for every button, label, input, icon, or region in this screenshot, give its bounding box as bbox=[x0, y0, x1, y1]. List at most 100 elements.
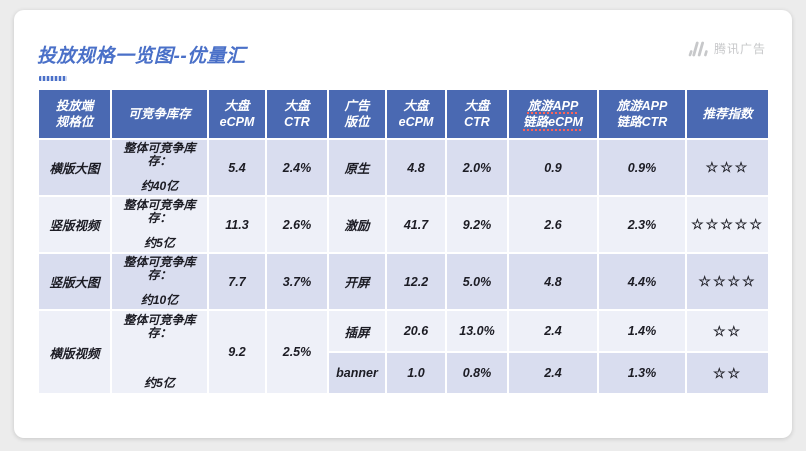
col-header-overall-ecpm: 大盘 eCPM bbox=[209, 90, 265, 138]
cell-placement-ctr: 5.0% bbox=[447, 254, 507, 309]
header-line: eCPM bbox=[219, 115, 255, 129]
cell-placement-ctr: 0.8% bbox=[447, 353, 507, 393]
star-rating: ☆☆☆☆ bbox=[698, 273, 757, 289]
cell-placement: 激励 bbox=[329, 197, 385, 252]
cell-travel-ecpm: 2.6 bbox=[509, 197, 597, 252]
cell-placement-ctr: 9.2% bbox=[447, 197, 507, 252]
cell-spec: 横版大图 bbox=[39, 140, 110, 195]
header-line: 大盘 bbox=[224, 98, 250, 113]
header-line: 链路eCPM bbox=[523, 115, 583, 129]
header-line: 广告 bbox=[344, 98, 370, 113]
cell-placement: 插屏 bbox=[329, 311, 385, 351]
inventory-lines: 整体可竞争库存： 约5亿 bbox=[112, 312, 207, 391]
slide-card: 投放规格一览图--优量汇 腾讯广告 投放端 规格位 可竞争库存 bbox=[14, 10, 792, 438]
cell-travel-ecpm: 0.9 bbox=[509, 140, 597, 195]
header-line: 大盘 bbox=[284, 98, 310, 113]
header-line: CTR bbox=[464, 115, 490, 129]
cell-travel-ctr: 0.9% bbox=[599, 140, 685, 195]
inventory-line-1: 整体可竞争库存： bbox=[123, 254, 196, 282]
header-line: 推荐指数 bbox=[702, 106, 753, 121]
cell-rating: ☆☆☆☆☆ bbox=[687, 197, 768, 252]
header-line: 规格位 bbox=[55, 115, 94, 129]
cell-inventory: 整体可竞争库存： 约5亿 bbox=[112, 311, 207, 393]
cell-ecpm: 5.4 bbox=[209, 140, 265, 195]
header-line: 可竞争库存 bbox=[128, 106, 191, 121]
cell-travel-ctr: 1.4% bbox=[599, 311, 685, 351]
title-underline-decor bbox=[39, 76, 67, 81]
cell-ctr: 2.5% bbox=[267, 311, 327, 393]
cell-placement-ecpm: 4.8 bbox=[387, 140, 445, 195]
cell-rating: ☆☆☆☆ bbox=[687, 254, 768, 309]
cell-placement: 原生 bbox=[329, 140, 385, 195]
header-line: 旅游APP bbox=[527, 98, 579, 113]
brand-text: 腾讯广告 bbox=[713, 42, 766, 56]
inventory-line-1: 整体可竞争库存： bbox=[123, 140, 196, 168]
header-line: 大盘 bbox=[403, 98, 429, 113]
page-title: 投放规格一览图--优量汇 bbox=[37, 46, 246, 67]
inventory-line-2: 约10亿 bbox=[140, 293, 179, 308]
cell-travel-ecpm: 4.8 bbox=[509, 254, 597, 309]
inventory-line-2: 约5亿 bbox=[144, 236, 175, 251]
table-row: 竖版视频 整体可竞争库存： 约5亿 11.3 2.6% 激励 41.7 9.2%… bbox=[39, 197, 768, 252]
col-header-placement: 广告 版位 bbox=[329, 90, 385, 138]
cell-travel-ecpm: 2.4 bbox=[509, 311, 597, 351]
cell-travel-ecpm: 2.4 bbox=[509, 353, 597, 393]
col-header-inventory: 可竞争库存 bbox=[112, 90, 207, 138]
header-line: eCPM bbox=[398, 115, 434, 129]
cell-ecpm: 11.3 bbox=[209, 197, 265, 252]
cell-ecpm: 7.7 bbox=[209, 254, 265, 309]
cell-rating: ☆☆ bbox=[687, 311, 768, 351]
cell-travel-ctr: 4.4% bbox=[599, 254, 685, 309]
cell-spec: 竖版大图 bbox=[39, 254, 110, 309]
cell-placement-ecpm: 12.2 bbox=[387, 254, 445, 309]
cell-spec: 竖版视频 bbox=[39, 197, 110, 252]
col-header-travel-ecpm: 旅游APP 链路eCPM bbox=[509, 90, 597, 138]
cell-travel-ctr: 1.3% bbox=[599, 353, 685, 393]
col-header-placement-ecpm: 大盘 eCPM bbox=[387, 90, 445, 138]
cell-rating: ☆☆ bbox=[687, 353, 768, 393]
table-row: 横版视频 整体可竞争库存： 约5亿 9.2 2.5% 插屏 20.6 13.0%… bbox=[39, 311, 768, 393]
cell-ctr: 2.6% bbox=[267, 197, 327, 252]
cell-spec: 横版视频 bbox=[39, 311, 110, 393]
cell-ctr: 2.4% bbox=[267, 140, 327, 195]
cell-inventory: 整体可竞争库存： 约5亿 bbox=[112, 197, 207, 252]
cell-rating: ☆☆☆ bbox=[687, 140, 768, 195]
inventory-line-1: 整体可竞争库存： bbox=[123, 197, 196, 225]
inventory-lines: 整体可竞争库存： 约5亿 bbox=[112, 197, 207, 251]
cell-ctr: 3.7% bbox=[267, 254, 327, 309]
col-header-placement-ctr: 大盘 CTR bbox=[447, 90, 507, 138]
cell-ecpm: 9.2 bbox=[209, 311, 265, 393]
cell-placement-ecpm: 1.0 bbox=[387, 353, 445, 393]
header-line: CTR bbox=[284, 115, 310, 129]
inventory-line-2: 约40亿 bbox=[140, 179, 179, 194]
table-header-row: 投放端 规格位 可竞争库存 大盘 eCPM 大盘 CTR 广告 版位 bbox=[39, 90, 768, 138]
brand-logo: 腾讯广告 bbox=[688, 40, 766, 57]
header-line: 投放端 bbox=[55, 98, 94, 113]
star-rating: ☆☆☆☆☆ bbox=[691, 216, 764, 232]
header-line: 旅游APP bbox=[616, 98, 668, 113]
cell-travel-ctr: 2.3% bbox=[599, 197, 685, 252]
cell-inventory: 整体可竞争库存： 约10亿 bbox=[112, 254, 207, 309]
inventory-line-2: 约5亿 bbox=[144, 376, 175, 391]
star-rating: ☆☆ bbox=[712, 364, 743, 381]
inventory-lines: 整体可竞争库存： 约10亿 bbox=[112, 254, 207, 308]
inventory-line-1: 整体可竞争库存： bbox=[123, 312, 196, 340]
header-line: 大盘 bbox=[464, 98, 490, 113]
table-row: banner 1.0 0.8% 2.4 1.3% ☆☆ bbox=[39, 353, 768, 393]
cell-placement: 开屏 bbox=[329, 254, 385, 309]
star-rating: ☆☆☆ bbox=[705, 159, 750, 175]
cell-inventory: 整体可竞争库存： 约40亿 bbox=[112, 140, 207, 195]
cell-placement: banner bbox=[329, 353, 385, 393]
cell-placement-ecpm: 41.7 bbox=[387, 197, 445, 252]
cell-placement-ctr: 13.0% bbox=[447, 311, 507, 351]
col-header-overall-ctr: 大盘 CTR bbox=[267, 90, 327, 138]
tencent-ads-logo-icon bbox=[688, 41, 708, 56]
table-row: 竖版大图 整体可竞争库存： 约10亿 7.7 3.7% 开屏 12.2 5.0%… bbox=[39, 254, 768, 309]
cell-placement-ecpm: 20.6 bbox=[387, 311, 445, 351]
header-line: 版位 bbox=[344, 115, 370, 129]
col-header-spec: 投放端 规格位 bbox=[39, 90, 110, 138]
col-header-travel-ctr: 旅游APP 链路CTR bbox=[599, 90, 685, 138]
col-header-rating: 推荐指数 bbox=[687, 90, 768, 138]
specs-table: 投放端 规格位 可竞争库存 大盘 eCPM 大盘 CTR 广告 版位 bbox=[37, 88, 770, 395]
star-rating: ☆☆ bbox=[712, 322, 743, 339]
